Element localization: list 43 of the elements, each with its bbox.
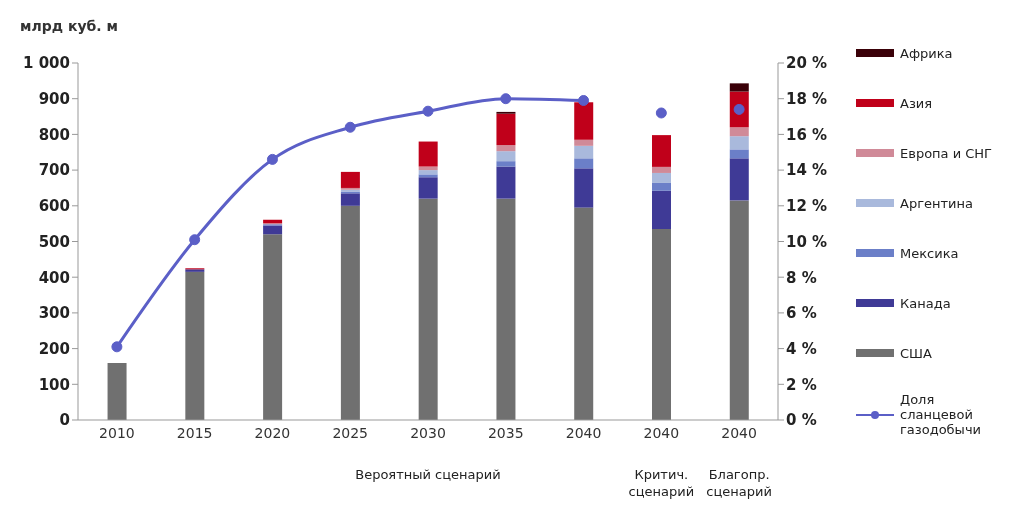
y2-tick-label: 14 % xyxy=(786,161,828,180)
legend-label: Африка xyxy=(900,45,953,61)
x-tick-label: 2040 xyxy=(643,424,680,441)
x-tick-label: 2035 xyxy=(487,424,524,441)
text: Вероятный сценарий xyxy=(354,466,502,483)
y-tick-label: 400 xyxy=(38,268,70,287)
legend-label: Канада xyxy=(900,295,951,311)
y-tick-label: 700 xyxy=(38,161,70,180)
legend-label: Азия xyxy=(900,95,933,111)
y-tick-label: 600 xyxy=(38,197,70,216)
legend-label: Европа и СНГ xyxy=(900,145,993,161)
x-tick-label: 2040 xyxy=(565,424,602,441)
y2-tick-label: 12 % xyxy=(786,197,828,216)
y2-tick-label: 8 % xyxy=(786,268,817,287)
y2-tick-label: 0 % xyxy=(786,411,817,430)
y-tick-label: 800 xyxy=(38,125,70,144)
legend-label: США xyxy=(900,345,932,361)
legend-label: Доля сланцевой газодобычи xyxy=(900,392,982,437)
text: Благопр. сценарий xyxy=(705,466,773,500)
y-tick-label: 1 000 xyxy=(23,54,70,73)
y-tick-label: 100 xyxy=(38,375,70,394)
y2-tick-label: 6 % xyxy=(786,304,817,323)
legend-label: Мексика xyxy=(900,245,959,261)
y2-tick-label: 4 % xyxy=(786,339,817,358)
y-tick-label: 900 xyxy=(38,90,70,109)
y2-tick-label: 20 % xyxy=(786,54,828,73)
y-tick-label: 0 xyxy=(59,411,70,430)
x-tick-label: 2030 xyxy=(410,424,446,441)
x-tick-label: 2010 xyxy=(99,424,135,441)
y2-tick-label: 16 % xyxy=(786,125,828,144)
y2-tick-label: 2 % xyxy=(786,375,817,394)
legend-label: Аргентина xyxy=(900,195,973,211)
y2-tick-label: 10 % xyxy=(786,232,828,251)
x-tick-label: 2020 xyxy=(254,424,291,441)
x-tick-label: 2040 xyxy=(721,424,757,441)
text: Критич. сценарий xyxy=(627,466,696,500)
y-tick-label: 300 xyxy=(38,304,70,323)
y-tick-label: 500 xyxy=(38,232,70,251)
y-axis-title: млрд куб. м xyxy=(20,18,118,34)
x-tick-label: 2015 xyxy=(176,424,213,441)
x-tick-label: 2025 xyxy=(332,424,369,441)
y-tick-label: 200 xyxy=(38,339,70,358)
y2-tick-label: 18 % xyxy=(786,90,828,109)
